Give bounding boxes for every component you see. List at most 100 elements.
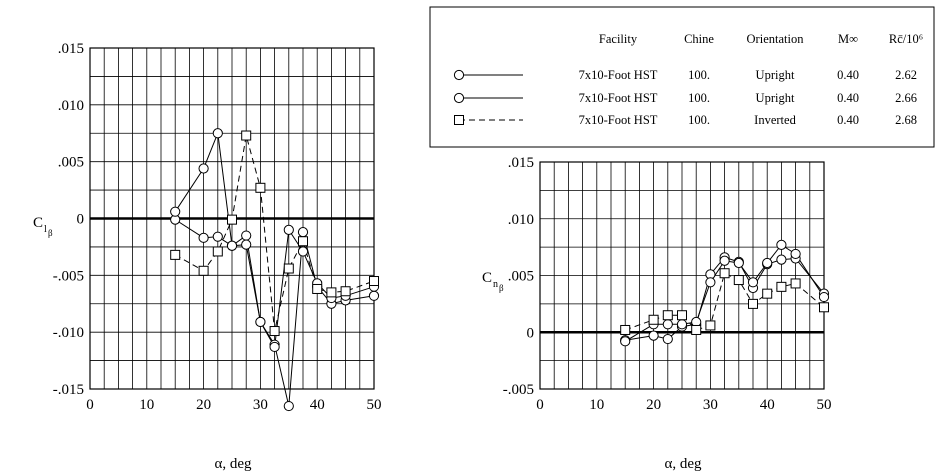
chart-cl-beta-ticks: 0 10 20 30 40 50 -.015 -.010 -.005 0 .005 .010 .015 (53, 41, 382, 413)
chart-cl-beta-xtick-label: 20 (196, 397, 211, 413)
chart-cn-beta-series-2-point (790, 248, 801, 260)
chart-cl-beta-series-2-point (269, 341, 280, 353)
chart-cl-beta-ytick-label: -.005 (53, 268, 84, 284)
chart-cl-beta-ytick-label: .010 (58, 98, 84, 114)
chart-cl-beta-series-2-point (297, 246, 309, 257)
chart-cn-beta-xtick-label: 10 (589, 397, 604, 413)
chart-cn-beta-xtick-label: 30 (703, 397, 718, 413)
legend-row-2-marker-circle (453, 92, 465, 104)
chart-cn-beta-ylabel-sub: n (493, 279, 498, 290)
legend-row-3-mach: 0.40 (837, 113, 859, 127)
chart-cl-beta-ylabel-subsub: β (48, 228, 53, 238)
legend-row-3-marker-square (454, 115, 464, 125)
chart-cn-beta-series-2-point (676, 319, 688, 330)
chart-cl-beta-series-2-point (198, 163, 209, 174)
chart-cn-beta-series-3-point (620, 324, 631, 335)
chart-cl-beta-ylabel-sub: l (44, 224, 47, 235)
legend-row-1-orientation: Upright (756, 68, 795, 82)
chart-cl-beta-series-2-point (255, 316, 266, 328)
chart-cl-beta-series-3-point (241, 130, 252, 141)
chart-cn-beta-series-3-point (819, 302, 829, 313)
chart-cn-beta-series-2-point (762, 257, 773, 269)
chart-cl-beta-xtick-label: 30 (253, 397, 268, 413)
chart-cn-beta-series (620, 239, 830, 347)
chart-cl-beta-xlabel: α, deg (214, 456, 252, 472)
chart-cl-beta-series-2-point (241, 239, 252, 250)
chart-cn-beta-series-3-point (705, 320, 716, 331)
chart-cn-beta-series-3-point (748, 298, 758, 309)
legend-row-2-chine: 100. (688, 91, 710, 105)
legend-row-2-facility: 7x10-Foot HST (579, 91, 658, 105)
chart-cn-beta-series-3-point (776, 281, 787, 292)
chart-cl-beta-xtick-label: 10 (139, 397, 154, 413)
chart-cn-beta-ylabel: C n β (482, 270, 504, 293)
chart-cn-beta-series-2-point (705, 277, 716, 288)
legend-row-2-mach: 0.40 (837, 91, 859, 105)
chart-cn-beta-series-3-point (662, 310, 673, 321)
chart-cl-beta-series-3-point (283, 263, 294, 274)
legend-row-3-chine: 100. (688, 113, 710, 127)
legend-header-reynolds: Rc̄/10⁶ (889, 32, 923, 46)
chart-cl-beta-series-2-point (226, 240, 238, 251)
chart-cl-beta-series-3-point (227, 214, 237, 225)
chart-cn-beta-series-2-point (747, 277, 759, 288)
chart-cn-beta-series-3-point (790, 278, 801, 289)
chart-cl-beta-series-1-point (297, 227, 309, 238)
chart-cn-beta-series-2-point (719, 255, 730, 266)
chart-cl-beta-xtick-label: 40 (310, 397, 325, 413)
chart-cl-beta-series-3-point (170, 249, 181, 260)
chart-cl-beta-series-3-point (255, 182, 266, 193)
chart-cl-beta-ytick-label: -.010 (53, 325, 84, 341)
chart-cn-beta-series-2-point (818, 291, 830, 303)
chart-cl-beta-series-1-point (283, 400, 294, 412)
legend-header-chine: Chine (684, 32, 714, 46)
chart-cn-beta-series-3-point (719, 268, 730, 279)
chart-cn-beta-series-1-point (776, 254, 787, 265)
chart-cl-beta-series-3-point (312, 283, 323, 294)
chart-cn-beta-ytick-label: .010 (508, 212, 534, 228)
chart-cl-beta-series-2-point (212, 128, 223, 139)
chart-cn-beta-frame (539, 161, 825, 390)
chart-cn-beta-series-2-point (620, 336, 631, 347)
chart-cn-beta-series-3-point (762, 288, 773, 299)
chart-cl-beta-series-1-point (212, 231, 223, 242)
chart-cn-beta-ylabel-main: C (482, 270, 492, 286)
legend-row-2-reynolds: 2.66 (895, 91, 917, 105)
chart-cl-beta: 0 10 20 30 40 50-.015-.010-.0050.005.010.015 … (33, 41, 382, 472)
chart-cn-beta-ytick-label: .005 (508, 269, 534, 285)
chart-cl-beta-series-2-point (283, 224, 294, 235)
legend: Facility Chine Orientation M∞ Rc̄/10⁶ 7x… (429, 6, 935, 148)
chart-cl-beta-ytick-label: .005 (58, 155, 84, 171)
chart-cn-beta-series-1-point (648, 330, 659, 341)
chart-cn-beta-series-1-point (662, 333, 673, 345)
chart-cn-beta-series-3-point (648, 314, 659, 325)
chart-cl-beta-xtick-label: 0 (86, 397, 94, 413)
legend-row-1-mach: 0.40 (837, 68, 859, 82)
legend-row-1-chine: 100. (688, 68, 710, 82)
chart-cn-beta-series-2-point (776, 239, 787, 250)
chart-cl-beta-ytick-label: 0 (77, 212, 85, 228)
chart-cn-beta-grid (539, 161, 825, 390)
chart-cn-beta-ylabel-subsub: β (499, 283, 504, 293)
legend-row-1-reynolds: 2.62 (895, 68, 917, 82)
chart-cl-beta-series-3-point (269, 326, 280, 337)
chart-cl-beta-series-1-point (241, 230, 252, 241)
chart-cl-beta-series-2-point (170, 206, 181, 217)
legend-row-3-reynolds: 2.68 (895, 113, 917, 127)
chart-cl-beta-series-1-point (198, 232, 209, 243)
legend-header-facility: Facility (599, 32, 638, 46)
chart-cl-beta-series-3-point (340, 286, 351, 297)
chart-cn-beta-ytick-label: 0 (527, 325, 535, 341)
chart-cn-beta-series-3-point (677, 310, 687, 321)
chart-cn-beta-xtick-label: 0 (536, 397, 544, 413)
chart-cn-beta-series-3-point (691, 324, 702, 335)
chart-cl-beta-xtick-label: 50 (367, 397, 382, 413)
chart-cl-beta-series-3-point (298, 236, 308, 247)
legend-row-2-orientation: Upright (756, 91, 795, 105)
chart-cn-beta-ytick-label: -.005 (503, 382, 534, 398)
legend-rows: 7x10-Foot HST 100. Upright 0.40 2.62 7x10-Foo… (453, 68, 917, 127)
chart-cn-beta-series-2-point (733, 257, 744, 269)
legend-header-orientation: Orientation (747, 32, 805, 46)
